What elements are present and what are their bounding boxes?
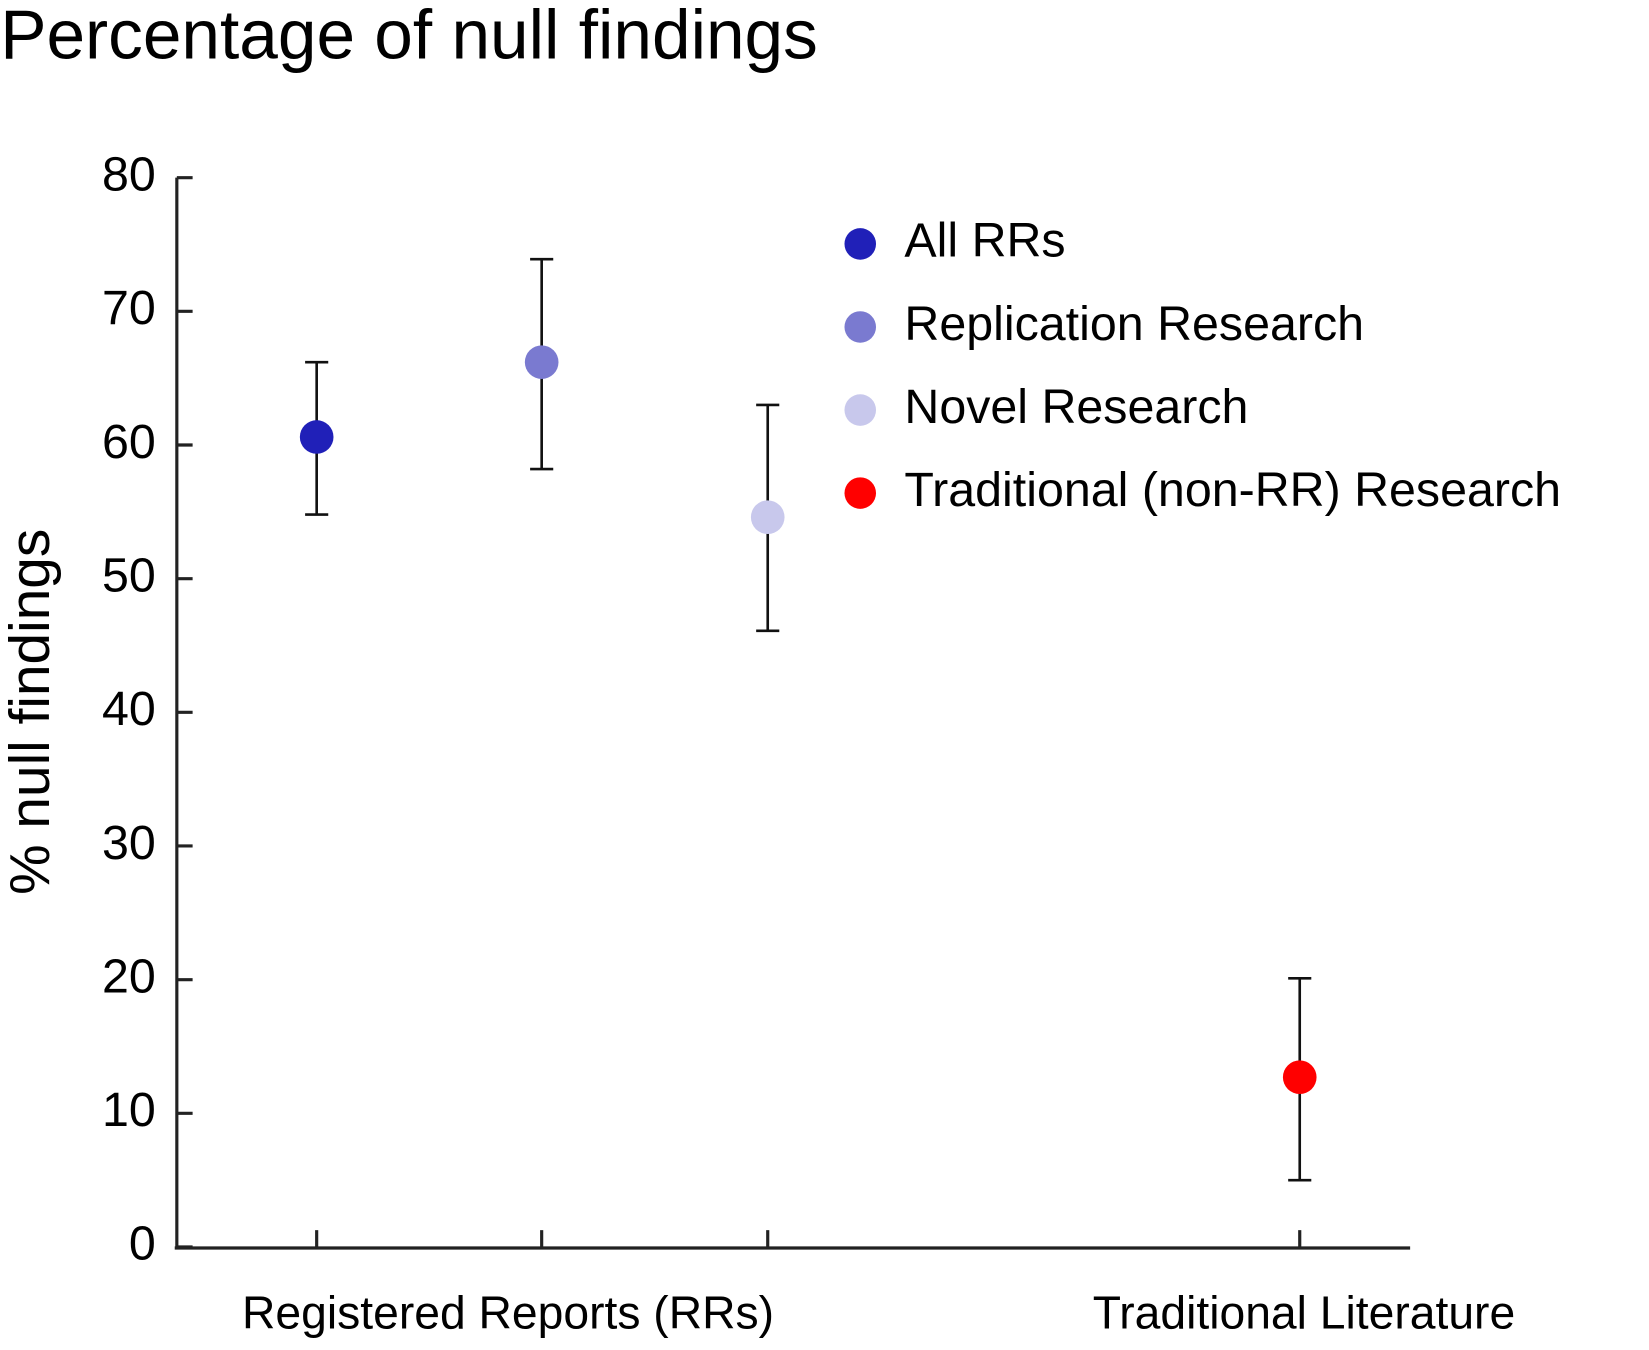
point: [1282, 1060, 1317, 1095]
y-tick-label: 20: [102, 949, 156, 1003]
y-tick-label: 30: [102, 816, 156, 870]
x-group-label: Traditional Literature: [1093, 1287, 1515, 1339]
x-group-label: Registered Reports (RRs): [242, 1287, 774, 1339]
y-tick-label: 40: [102, 682, 156, 736]
y-tick-label: 80: [102, 147, 156, 201]
legend-marker: [844, 311, 877, 343]
legend-label: Novel Research: [904, 380, 1248, 434]
y-tick-label: 70: [102, 281, 156, 335]
legend-label: Replication Research: [904, 297, 1364, 351]
legend-marker: [844, 394, 877, 426]
legend-marker: [844, 477, 877, 509]
legend-label: Traditional (non-RR) Research: [904, 463, 1561, 517]
chart-title: Percentage of null findings: [0, 0, 818, 73]
point: [524, 345, 559, 379]
point: [750, 500, 785, 535]
y-tick-label: 60: [102, 415, 156, 469]
point: [299, 420, 334, 454]
y-tick-label: 0: [129, 1217, 156, 1271]
legend-label: All RRs: [904, 214, 1065, 268]
legend-marker: [844, 228, 877, 260]
y-tick-label: 50: [102, 548, 156, 602]
y-tick-label: 10: [102, 1083, 156, 1137]
y-axis-label: % null findings: [0, 529, 62, 895]
